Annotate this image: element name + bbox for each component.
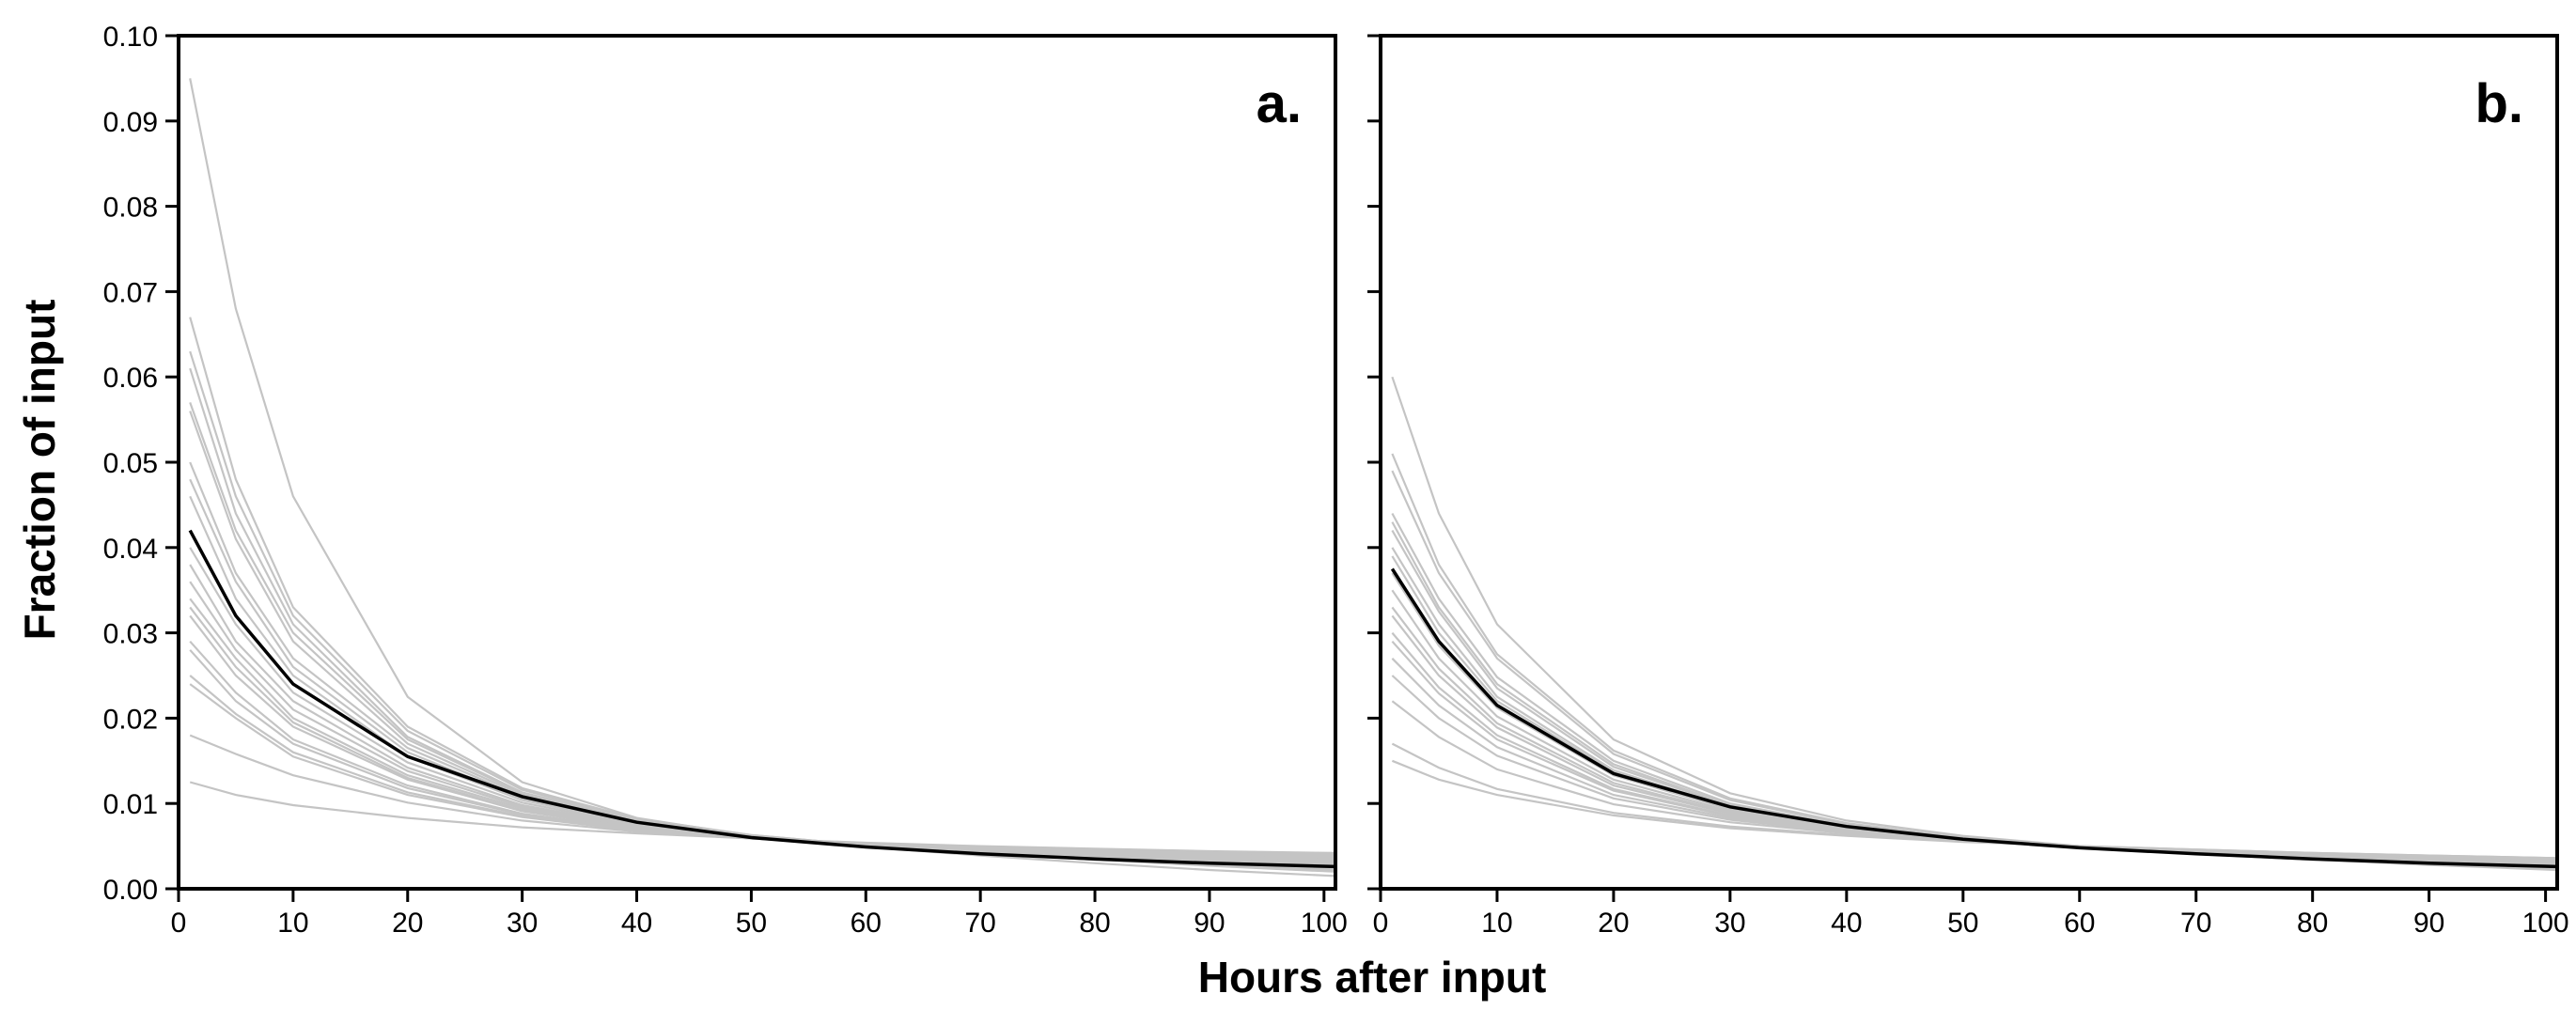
y-tick-label-8: 0.08 <box>103 193 158 224</box>
x-tick-label-b-90: 90 <box>2413 908 2444 939</box>
x-tick-label-b-60: 60 <box>2064 908 2095 939</box>
individual-line-b-12 <box>1391 614 2558 863</box>
individual-lines-a <box>189 78 1336 877</box>
individual-line-b-2 <box>1391 453 2558 870</box>
y-tick-label-2: 0.02 <box>103 704 158 735</box>
x-axis-b: 0 10 20 30 40 50 60 70 80 90 100 <box>1373 889 2569 939</box>
individual-lines-b <box>1391 376 2558 872</box>
individual-line-b-14 <box>1391 640 2558 862</box>
x-tick-label-b-50: 50 <box>1947 908 1978 939</box>
individual-line-a-21 <box>189 781 1336 854</box>
y-axis-title: Fraction of input <box>15 300 64 641</box>
individual-line-a-6 <box>189 411 1336 867</box>
y-tick-label-10: 0.10 <box>103 22 158 53</box>
individual-line-a-16 <box>189 640 1336 860</box>
y-axis-a: 0.00 0.01 0.02 0.03 0.04 0.05 0.06 0.07 0.08 0.09… <box>103 22 179 906</box>
y-tick-label-4: 0.04 <box>103 534 158 565</box>
y-tick-label-1: 0.01 <box>103 789 158 820</box>
y-axis-b <box>1367 34 1381 891</box>
individual-line-a-15 <box>189 614 1336 861</box>
individual-line-b-4 <box>1391 512 2558 868</box>
x-tick-label-b-70: 70 <box>2180 908 2211 939</box>
individual-line-b-8 <box>1391 555 2558 866</box>
x-tick-label-b-10: 10 <box>1481 908 1512 939</box>
panel-label-b: b. <box>2475 73 2523 134</box>
x-tick-label-a-80: 80 <box>1079 908 1110 939</box>
x-tick-label-a-10: 10 <box>277 908 308 939</box>
individual-line-a-11 <box>189 564 1336 863</box>
panel-label-a: a. <box>1257 73 1302 134</box>
individual-line-b-17 <box>1391 700 2558 861</box>
individual-line-a-17 <box>189 649 1336 859</box>
y-tick-label-5: 0.05 <box>103 448 158 479</box>
y-tick-label-7: 0.07 <box>103 277 158 308</box>
plot-frame-b <box>1379 34 2559 891</box>
x-tick-label-a-0: 0 <box>171 908 187 939</box>
individual-line-a-13 <box>189 598 1336 862</box>
x-tick-label-b-40: 40 <box>1831 908 1862 939</box>
mean-line-path-b <box>1390 567 2558 869</box>
x-tick-label-b-100: 100 <box>2522 908 2569 939</box>
individual-line-a-2 <box>189 317 1336 873</box>
individual-line-b-7 <box>1391 547 2558 866</box>
x-tick-label-a-90: 90 <box>1194 908 1225 939</box>
x-tick-label-b-0: 0 <box>1373 908 1389 939</box>
panel-b: 0 10 20 30 40 50 60 70 80 90 100 b. <box>1367 34 2569 939</box>
individual-line-a-12 <box>189 581 1336 862</box>
mean-line-b <box>1390 567 2558 869</box>
individual-line-a-10 <box>189 547 1336 864</box>
mean-line-a <box>188 529 1336 869</box>
y-tick-label-6: 0.06 <box>103 363 158 394</box>
x-tick-label-b-80: 80 <box>2297 908 2328 939</box>
x-tick-label-a-60: 60 <box>851 908 882 939</box>
y-tick-label-9: 0.09 <box>103 107 158 138</box>
individual-line-b-19 <box>1391 759 2558 860</box>
x-tick-label-b-20: 20 <box>1598 908 1629 939</box>
y-tick-label-3: 0.03 <box>103 619 158 650</box>
x-tick-label-a-100: 100 <box>1301 908 1348 939</box>
y-tick-label-0: 0.00 <box>103 875 158 906</box>
x-tick-label-b-30: 30 <box>1714 908 1745 939</box>
x-tick-label-a-20: 20 <box>392 908 423 939</box>
x-tick-label-a-50: 50 <box>736 908 767 939</box>
x-axis-a: 0 10 20 30 40 50 60 70 80 90 100 <box>171 889 1348 939</box>
individual-line-a-7 <box>189 461 1336 866</box>
individual-line-b-1 <box>1391 376 2558 872</box>
x-tick-label-a-30: 30 <box>507 908 538 939</box>
individual-line-a-5 <box>189 402 1336 868</box>
panel-a: 0 10 20 30 40 50 60 70 80 90 100 0.000.010.020.030… <box>103 22 1348 939</box>
x-tick-label-a-40: 40 <box>621 908 652 939</box>
individual-line-b-9 <box>1391 572 2558 865</box>
x-tick-label-a-70: 70 <box>964 908 995 939</box>
plot-frame-a <box>177 34 1337 891</box>
x-axis-title: Hours after input <box>1198 953 1547 1002</box>
individual-line-b-6 <box>1391 530 2558 867</box>
individual-line-a-8 <box>189 478 1336 865</box>
mean-line-path-a <box>188 529 1336 869</box>
